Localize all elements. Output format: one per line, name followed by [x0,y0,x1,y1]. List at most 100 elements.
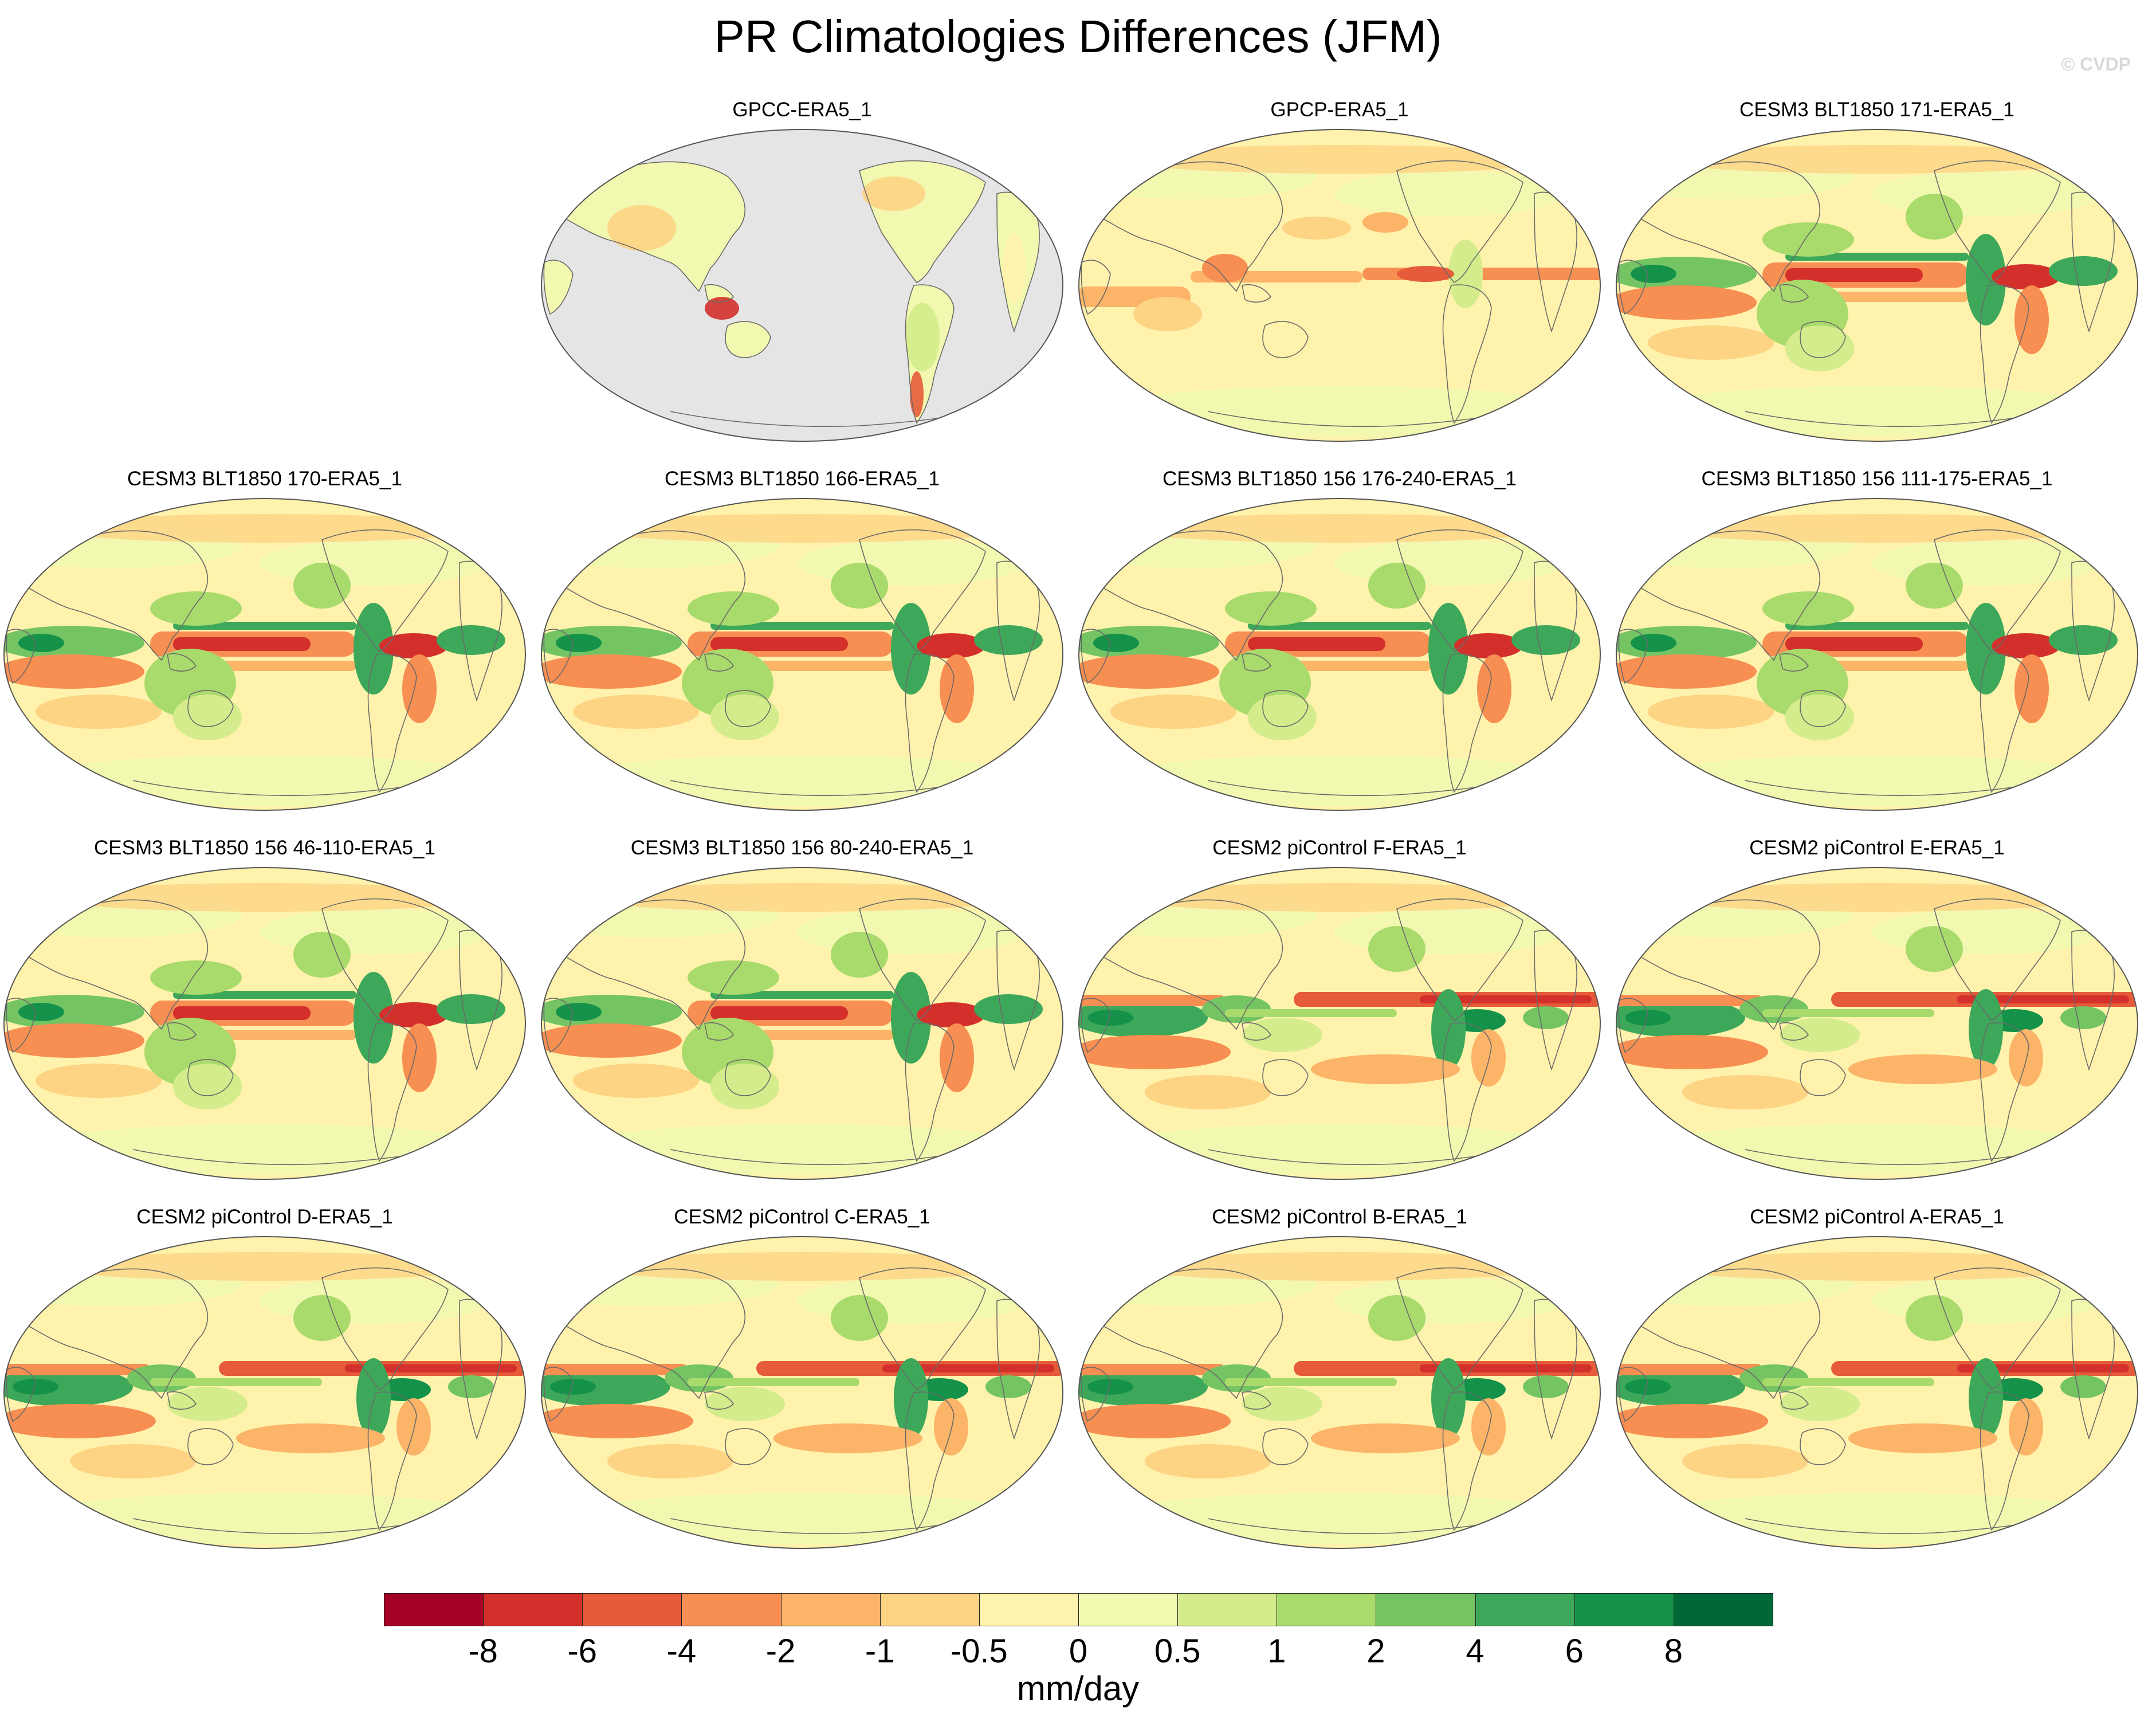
precip-blob [1969,989,2003,1069]
precip-blob [18,1003,64,1021]
land-field [725,321,771,358]
panel-title: CESM2 piControl F-ERA5_1 [1212,837,1467,859]
precip-band [1785,253,1969,261]
panel-title: CESM3 BLT1850 170-ERA5_1 [127,468,402,490]
precip-blob [1079,1035,1231,1069]
coastline [1800,690,1846,727]
colorbar-swatch [681,1593,781,1626]
colorbar-swatch [1177,1593,1278,1626]
colorbar-swatch [879,1593,980,1626]
precip-blob [448,1375,494,1398]
colorbar-swatch [1277,1593,1377,1626]
panel-title: CESM3 BLT1850 171-ERA5_1 [1739,99,2014,121]
precip-band [1616,995,1762,1006]
precip-blob [1079,1404,1231,1438]
colorbar-tick-label: 8 [1664,1633,1683,1670]
map-border [541,867,1063,1180]
precip-blob [1448,240,1483,308]
precip-blob [710,1064,779,1109]
coastline [543,260,574,315]
precip-blob [891,972,931,1064]
coastline [1098,1268,1283,1399]
colorbar-tick-label: 2 [1366,1633,1385,1670]
precip-blob [2049,256,2118,286]
precip-difference-map [1078,129,1601,442]
map-panel: CESM3 BLT1850 156 176-240-ERA5_1 [1076,466,1603,822]
coastline [1098,530,1283,661]
coastline [1396,160,1523,284]
precip-blob [831,563,888,609]
precip-blob [1225,591,1317,626]
colorbar-unit: mm/day [1016,1669,1140,1708]
map-border [1616,867,2138,1180]
precip-blob [236,1423,385,1453]
coastline [1262,1428,1309,1465]
coastline [1081,1367,1111,1422]
coastline [1980,1022,2029,1162]
coastline [23,530,209,661]
precip-blob [1523,1375,1569,1398]
precip-blob [1079,998,1208,1037]
precip-blob [24,1493,505,1544]
precip-blob [1477,654,1511,723]
coastline [1081,998,1111,1053]
coastline [859,160,986,284]
precip-blob [1992,633,2060,658]
precip-blob [607,205,676,251]
coastline [1980,653,2029,793]
map-border [3,867,526,1180]
precip-blob [1625,1010,1671,1026]
precip-difference-map [541,129,1063,442]
precip-blob [541,1367,670,1406]
precip-blob [541,654,682,689]
colorbar-swatch [1376,1593,1476,1626]
panel-title: CESM2 piControl B-ERA5_1 [1212,1206,1467,1228]
precip-blob [1362,212,1408,233]
precip-blob [173,695,242,740]
coastline [1636,161,1821,292]
coastline [1098,161,1283,292]
precip-blob [4,654,144,689]
map-border [3,1236,526,1549]
precip-blob [940,1023,974,1092]
precip-blob [4,1404,156,1438]
precip-blob [293,563,351,609]
panel-title: GPCC-ERA5_1 [732,99,872,121]
precip-blob [1087,1379,1133,1395]
precip-blob [1202,254,1248,283]
map-border [1616,129,2138,442]
precip-blob [550,1379,596,1395]
precip-difference-map [1078,498,1601,811]
coastline [1262,690,1309,727]
precip-band [710,622,894,630]
colorbar-swatch [1574,1593,1674,1626]
coastline [187,690,234,727]
coastline [725,1059,771,1096]
precip-band [1420,1364,1592,1372]
map-panel: GPCC-ERA5_1 [539,97,1066,453]
colorbar-swatch [483,1593,583,1626]
coastline [1242,284,1272,303]
precip-blob [1099,1493,1580,1544]
colorbar-swatch [1078,1593,1179,1626]
coastline [859,898,986,1022]
map-panel: CESM2 piControl A-ERA5_1 [1613,1205,2141,1560]
coastline [321,898,449,1022]
precip-band [1762,1378,1934,1386]
precip-blob [1079,654,1219,689]
precip-blob [573,695,699,729]
coastline [23,899,209,1030]
precip-blob [2060,1006,2106,1029]
precip-blob [561,1124,1043,1175]
precip-blob [1145,1444,1271,1478]
precip-blob [2009,1398,2043,1456]
coastline [367,653,417,793]
precip-blob [705,1387,785,1421]
coastline [1636,899,1821,1030]
precip-band [1420,995,1592,1003]
panel-title: CESM2 piControl C-ERA5_1 [674,1206,930,1228]
precip-blob [47,1252,482,1281]
precip-blob [1906,926,1963,972]
coastline [1934,529,2061,653]
precip-band [882,1364,1054,1372]
